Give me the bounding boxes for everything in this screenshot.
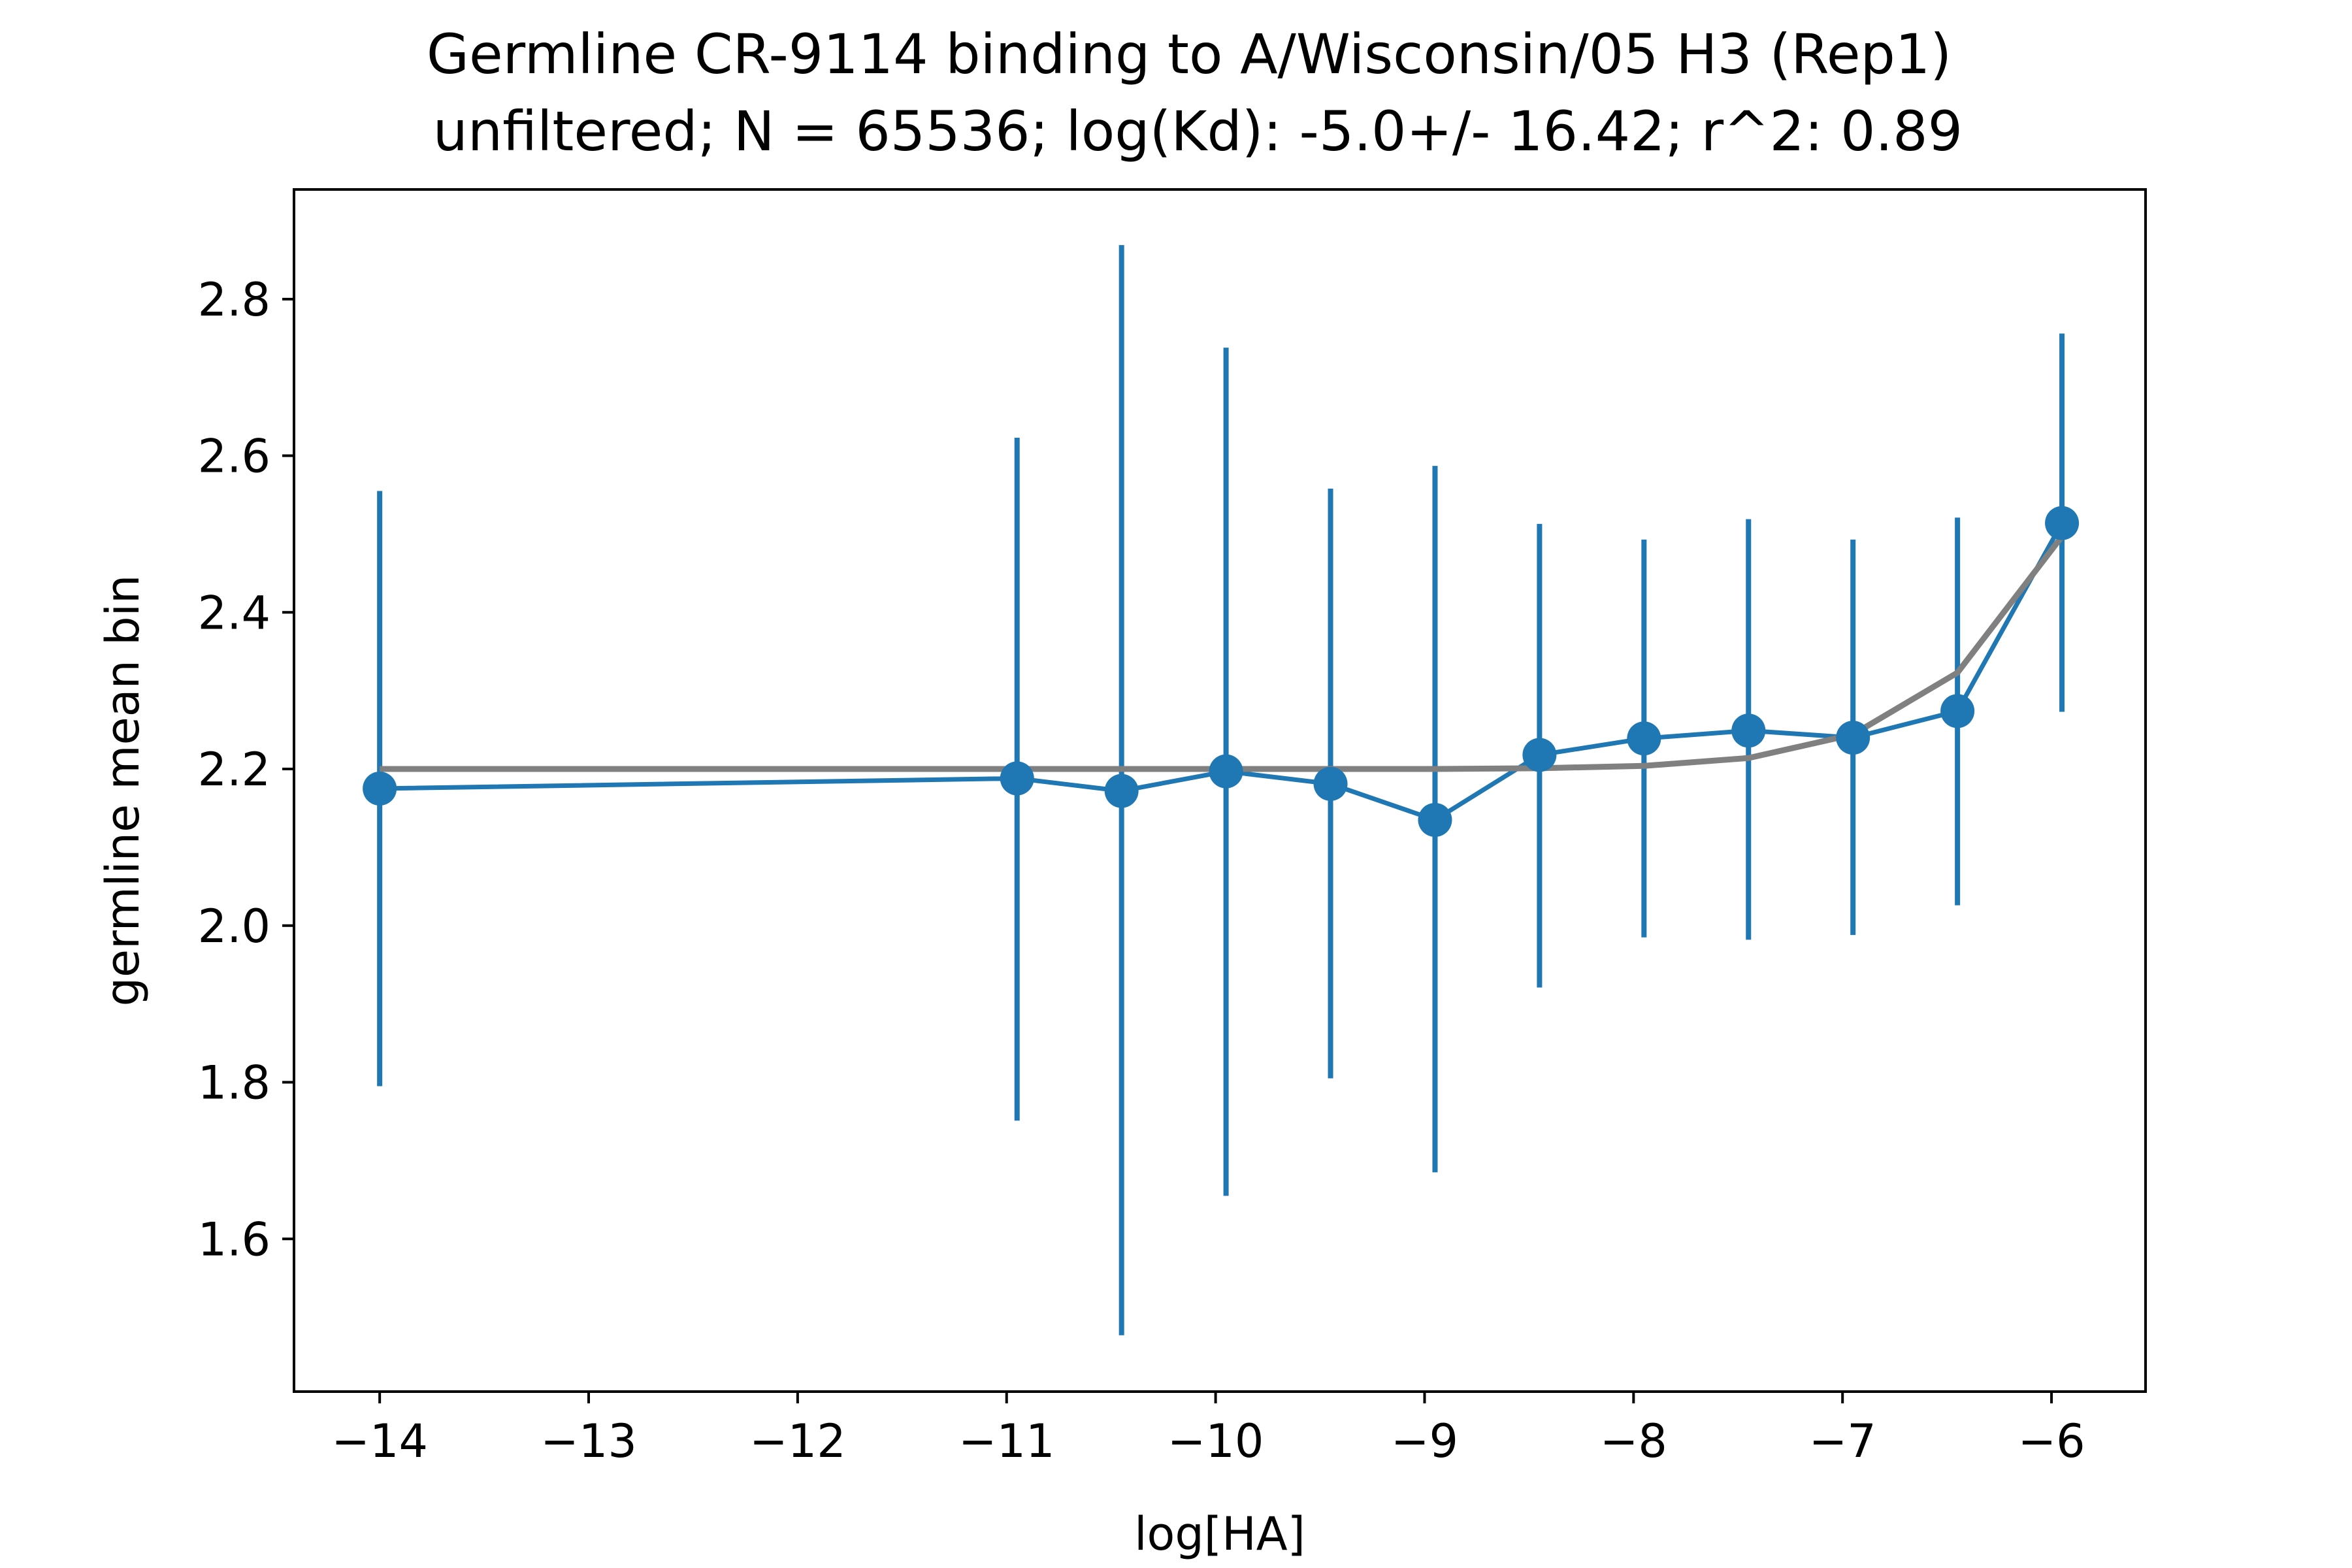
- x-axis-label: log[HA]: [1134, 1507, 1305, 1561]
- x-tick-label: −9: [1391, 1414, 1458, 1468]
- x-tick-label: −11: [958, 1414, 1055, 1468]
- series-line-fit: [380, 534, 2065, 772]
- y-axis: 1.6 1.8 2.0 2.2 2.4 2.6 2.8: [198, 273, 294, 1266]
- y-tick-label: 1.8: [198, 1056, 270, 1110]
- x-tick-label: −8: [1600, 1414, 1667, 1468]
- data-point: [1940, 694, 1975, 728]
- data-point: [1836, 721, 1870, 755]
- y-tick-label: 1.6: [198, 1213, 270, 1266]
- data-point: [363, 772, 397, 806]
- x-tick-label: −12: [749, 1414, 846, 1468]
- x-tick-label: −10: [1168, 1414, 1264, 1468]
- y-tick-label: 2.0: [198, 900, 270, 953]
- y-tick-label: 2.4: [198, 586, 270, 640]
- y-axis-label: germline mean bin: [96, 575, 150, 1007]
- data-point: [2045, 506, 2080, 540]
- chart-subtitle: unfiltered; N = 65536; log(Kd): -5.0+/- …: [416, 99, 1963, 163]
- data-point: [1104, 774, 1139, 808]
- y-tick-label: 2.8: [198, 273, 270, 327]
- plot-area: [363, 245, 2080, 1335]
- data-point: [1522, 738, 1557, 772]
- x-tick-label: −14: [331, 1414, 428, 1468]
- data-point: [1000, 761, 1034, 796]
- y-tick-label: 2.6: [198, 430, 270, 483]
- data-point: [1209, 754, 1243, 789]
- x-tick-label: −7: [1809, 1414, 1876, 1468]
- data-point: [1627, 721, 1661, 756]
- x-tick-label: −6: [2017, 1414, 2085, 1468]
- x-axis: −14 −13 −12 −11 −10 −9 −8 −7 −6: [331, 1392, 2085, 1468]
- axes-frame: [293, 188, 2147, 1393]
- series-line-measured: [380, 521, 2065, 823]
- data-point: [1731, 713, 1766, 748]
- x-tick-label: −13: [540, 1414, 637, 1468]
- data-point: [1418, 802, 1452, 837]
- chart-title: Germline CR-9114 binding to A/Wisconsin/…: [427, 22, 1952, 86]
- data-point: [1313, 766, 1348, 801]
- y-tick-label: 2.2: [198, 743, 270, 796]
